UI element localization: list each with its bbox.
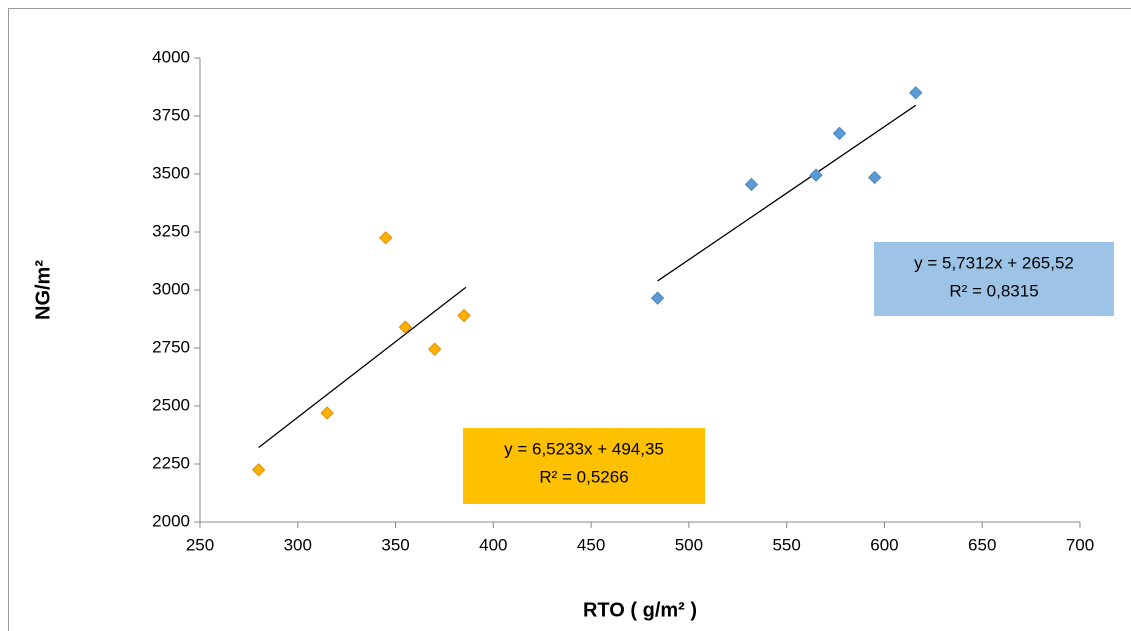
equation-box [463,428,705,504]
x-tick-label: 300 [284,535,312,554]
y-tick-label: 2000 [152,511,190,530]
y-tick-label: 3750 [152,105,190,124]
y-tick-label: 2500 [152,395,190,414]
x-axis-title: RTO ( g/m² ) [583,599,697,621]
trendline [657,104,917,282]
data-point [251,463,266,477]
equation-text: y = 6,5233x + 494,35 [504,439,664,458]
data-point [809,168,823,182]
y-tick-label: 3000 [152,279,190,298]
equation-text: y = 5,7312x + 265,52 [914,253,1074,272]
data-point [427,342,442,356]
x-tick-label: 650 [968,535,996,554]
data-point [832,126,847,141]
trendline [258,286,467,449]
x-tick-label: 550 [772,535,800,554]
y-tick-label: 2250 [152,453,190,472]
equation-text: R² = 0,8315 [949,281,1038,300]
data-point [744,177,759,192]
data-point [320,406,334,420]
equation-text: R² = 0,5266 [539,467,628,486]
x-tick-label: 500 [675,535,703,554]
y-tick-label: 3250 [152,221,190,240]
y-tick-label: 3500 [152,163,190,182]
x-tick-label: 450 [577,535,605,554]
x-tick-label: 700 [1066,535,1094,554]
y-tick-label: 2750 [152,337,190,356]
data-point [379,231,393,245]
x-tick-label: 350 [381,535,409,554]
data-point [650,291,665,305]
data-point [867,170,882,185]
equation-box [874,242,1114,316]
y-tick-label: 4000 [152,47,190,66]
data-point [398,320,413,334]
y-axis-title: NG/m² [32,260,54,320]
data-point [909,86,923,100]
x-tick-label: 400 [479,535,507,554]
x-tick-label: 250 [186,535,214,554]
chart-border [8,8,1131,631]
data-point [457,308,471,323]
x-tick-label: 600 [870,535,898,554]
